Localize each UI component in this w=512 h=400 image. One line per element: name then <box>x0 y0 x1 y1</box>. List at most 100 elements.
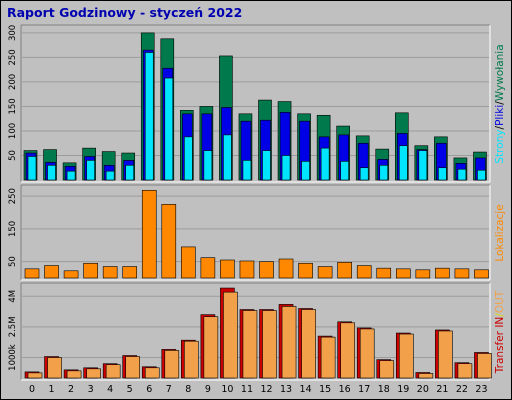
bar-sites-lokalizacje-8 <box>181 246 196 279</box>
bar-sites-lokalizacje-14 <box>298 262 313 279</box>
bar-sites-lokalizacje-16 <box>337 261 352 279</box>
bar-requests-strony-1 <box>47 164 56 181</box>
y-tick-label: 150 <box>8 221 18 237</box>
x-tick-label: 2 <box>68 384 74 395</box>
x-tick-label: 6 <box>146 384 152 395</box>
x-tick-label: 12 <box>260 384 272 395</box>
x-tick-label: 11 <box>241 384 253 395</box>
bar-traffic-out-17 <box>359 328 375 379</box>
bar-requests-strony-22 <box>457 168 467 181</box>
x-tick-label: 1 <box>49 384 55 395</box>
y-tick-label: 150 <box>8 98 18 114</box>
panel-traffic: 1000k 2.5M 4M Transfer IN/OUT <box>8 282 506 381</box>
bar-requests-strony-8 <box>184 136 193 181</box>
bar-requests-strony-5 <box>125 164 135 181</box>
bar-requests-strony-7 <box>164 77 174 181</box>
bar-requests-strony-13 <box>281 155 291 181</box>
bar-traffic-out-18 <box>379 360 395 379</box>
x-tick-label: 3 <box>88 384 94 395</box>
legend-requests: Strony/Pliki/Wywołania <box>494 44 506 163</box>
bar-sites-lokalizacje-2 <box>63 270 79 279</box>
legend-part: IN <box>494 317 506 331</box>
x-tick-label: 13 <box>280 384 292 395</box>
bar-sites-lokalizacje-18 <box>376 267 392 279</box>
bar-traffic-out-13 <box>281 306 297 379</box>
bar-sites-lokalizacje-23 <box>474 269 489 279</box>
bar-traffic-out-4 <box>105 364 121 379</box>
chart-title: Raport Godzinowy - styczeń 2022 <box>7 5 242 20</box>
bar-requests-strony-17 <box>359 167 369 181</box>
bar-sites-lokalizacje-9 <box>200 257 216 279</box>
x-tick-label: 7 <box>166 384 172 395</box>
y-tick-label: 50 <box>8 150 18 161</box>
legend-traffic: Transfer IN/OUT <box>494 290 506 374</box>
bar-requests-strony-19 <box>398 145 408 181</box>
bar-sites-lokalizacje-1 <box>44 265 59 279</box>
bar-requests-strony-15 <box>320 147 330 181</box>
bar-traffic-out-12 <box>262 310 277 379</box>
legend-part: Transfer <box>494 330 506 374</box>
bar-traffic-out-14 <box>301 309 316 379</box>
bar-traffic-out-0 <box>27 372 43 379</box>
legend-part: Strony <box>494 129 506 163</box>
x-tick-label: 20 <box>417 384 429 395</box>
x-tick-label: 8 <box>185 384 191 395</box>
x-tick-label: 22 <box>456 384 468 395</box>
bar-sites-lokalizacje-19 <box>395 268 411 279</box>
bar-sites-lokalizacje-12 <box>259 261 274 279</box>
y-tick-label: 200 <box>8 74 18 90</box>
bar-requests-strony-18 <box>379 164 389 181</box>
bar-sites-lokalizacje-22 <box>454 268 470 279</box>
bar-traffic-out-19 <box>398 333 414 379</box>
x-tick-label: 9 <box>205 384 211 395</box>
bar-requests-strony-14 <box>301 161 310 181</box>
x-tick-label: 21 <box>436 384 448 395</box>
y-tick-label: 300 <box>8 25 18 41</box>
legend-part: Lokalizacje <box>494 204 506 261</box>
x-tick-label: 10 <box>221 384 233 395</box>
bar-sites-lokalizacje-6 <box>141 189 157 279</box>
bar-requests-strony-3 <box>86 160 95 181</box>
x-tick-label: 14 <box>300 384 312 395</box>
bar-sites-lokalizacje-20 <box>415 269 431 279</box>
legend-part: / <box>494 313 506 317</box>
x-tick-label: 16 <box>339 384 351 395</box>
legend-part: Pliki <box>494 105 506 126</box>
bar-sites-lokalizacje-7 <box>161 204 177 279</box>
bar-sites-lokalizacje-0 <box>24 268 40 279</box>
y-tick-label: 50 <box>8 256 18 267</box>
legend-part: OUT <box>494 290 506 313</box>
bar-sites-lokalizacje-15 <box>317 266 333 279</box>
x-tick-label: 15 <box>319 384 331 395</box>
bar-traffic-out-1 <box>47 357 62 379</box>
bar-requests-strony-21 <box>438 167 447 181</box>
bar-traffic-out-7 <box>164 350 180 379</box>
bar-traffic-out-20 <box>418 373 434 379</box>
x-tick-label: 0 <box>29 384 35 395</box>
bar-sites-lokalizacje-21 <box>435 267 450 279</box>
bar-requests-strony-2 <box>66 170 76 181</box>
bar-requests-strony-6 <box>144 52 154 181</box>
bar-traffic-out-9 <box>203 316 219 379</box>
bar-traffic-out-8 <box>184 340 199 379</box>
bar-requests-strony-20 <box>418 150 428 181</box>
bar-requests-strony-23 <box>477 169 486 181</box>
legend-sites: Lokalizacje <box>494 204 506 261</box>
bar-sites-lokalizacje-17 <box>356 265 372 279</box>
x-tick-label: 19 <box>397 384 409 395</box>
x-tick-label: 4 <box>107 384 113 395</box>
bar-traffic-out-15 <box>320 336 336 379</box>
bar-traffic-out-2 <box>66 370 82 379</box>
bar-traffic-out-6 <box>144 367 160 379</box>
bar-requests-strony-0 <box>27 156 37 181</box>
y-tick-label: 250 <box>8 188 18 204</box>
x-tick-label: 23 <box>475 384 487 395</box>
bar-traffic-out-21 <box>438 330 453 379</box>
y-tick-label: 4M <box>8 290 18 303</box>
bar-sites-lokalizacje-4 <box>102 266 118 279</box>
bar-sites-lokalizacje-10 <box>220 259 235 279</box>
x-tick-label: 17 <box>358 384 370 395</box>
bar-traffic-out-11 <box>242 310 258 379</box>
